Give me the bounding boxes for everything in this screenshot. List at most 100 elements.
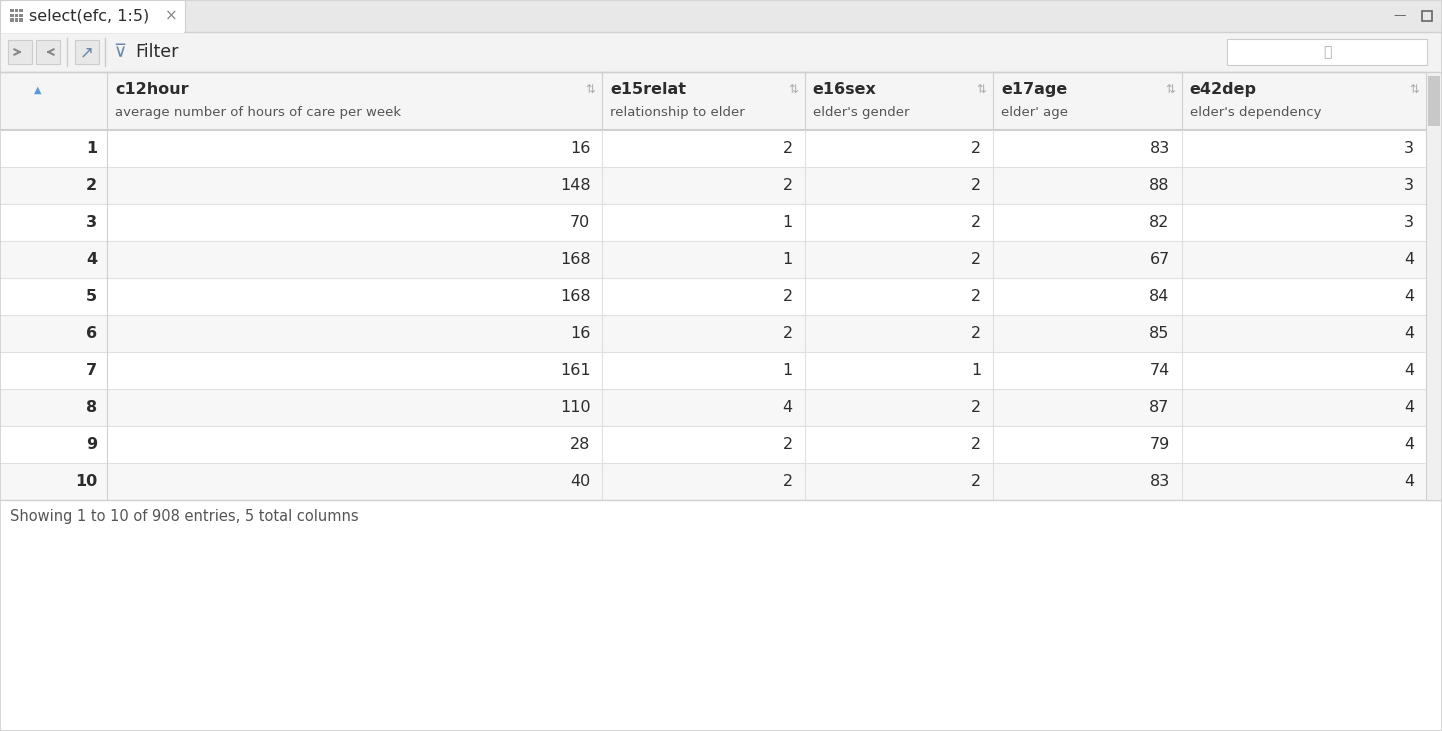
Text: 2: 2 bbox=[970, 141, 982, 156]
Text: 70: 70 bbox=[570, 215, 590, 230]
Text: e17age: e17age bbox=[1001, 82, 1067, 97]
Bar bbox=[1428, 76, 1441, 126]
Bar bbox=[0, 130, 1426, 167]
Bar bbox=[19, 9, 23, 12]
Text: 28: 28 bbox=[570, 437, 590, 452]
Text: 1: 1 bbox=[970, 363, 982, 378]
Text: 2: 2 bbox=[783, 141, 793, 156]
Bar bbox=[0, 204, 1426, 241]
Text: 3: 3 bbox=[1405, 178, 1415, 193]
Text: ⇅: ⇅ bbox=[1165, 83, 1175, 96]
Text: 6: 6 bbox=[87, 326, 97, 341]
Text: 40: 40 bbox=[570, 474, 590, 489]
Text: 2: 2 bbox=[783, 474, 793, 489]
Text: 4: 4 bbox=[1405, 474, 1415, 489]
Bar bbox=[0, 72, 1426, 130]
Bar bbox=[14, 9, 19, 12]
Text: ⇅: ⇅ bbox=[1409, 83, 1419, 96]
Text: 4: 4 bbox=[1405, 252, 1415, 267]
Text: 1: 1 bbox=[87, 141, 97, 156]
Text: 84: 84 bbox=[1149, 289, 1169, 304]
Text: 2: 2 bbox=[783, 326, 793, 341]
Text: e15relat: e15relat bbox=[610, 82, 686, 97]
Bar bbox=[0, 278, 1426, 315]
Text: 83: 83 bbox=[1149, 141, 1169, 156]
Text: 🔍: 🔍 bbox=[1322, 45, 1331, 59]
Bar bbox=[10, 14, 13, 17]
Text: 7: 7 bbox=[87, 363, 97, 378]
Text: 2: 2 bbox=[970, 437, 982, 452]
Text: 9: 9 bbox=[87, 437, 97, 452]
Text: relationship to elder: relationship to elder bbox=[610, 106, 746, 119]
Text: 2: 2 bbox=[970, 326, 982, 341]
Text: 16: 16 bbox=[570, 326, 590, 341]
Text: ×: × bbox=[164, 9, 177, 23]
Text: 88: 88 bbox=[1149, 178, 1169, 193]
Text: 4: 4 bbox=[1405, 289, 1415, 304]
Bar bbox=[1426, 72, 1442, 500]
Text: 1: 1 bbox=[783, 363, 793, 378]
Bar bbox=[9, 40, 32, 64]
Bar bbox=[0, 0, 185, 32]
Text: 4: 4 bbox=[1405, 400, 1415, 415]
Text: 168: 168 bbox=[559, 289, 590, 304]
Text: 74: 74 bbox=[1149, 363, 1169, 378]
Text: 67: 67 bbox=[1149, 252, 1169, 267]
Text: 5: 5 bbox=[87, 289, 97, 304]
Text: 3: 3 bbox=[1405, 215, 1415, 230]
Text: 82: 82 bbox=[1149, 215, 1169, 230]
Bar bbox=[1, 31, 185, 33]
Text: c12hour: c12hour bbox=[115, 82, 189, 97]
Text: 2: 2 bbox=[970, 289, 982, 304]
Text: 1: 1 bbox=[783, 215, 793, 230]
Bar bbox=[0, 241, 1426, 278]
Text: 10: 10 bbox=[75, 474, 97, 489]
Bar bbox=[0, 0, 1442, 32]
Text: ⇅: ⇅ bbox=[585, 83, 596, 96]
Text: 1: 1 bbox=[783, 252, 793, 267]
Bar bbox=[0, 426, 1426, 463]
Text: 87: 87 bbox=[1149, 400, 1169, 415]
Text: 8: 8 bbox=[87, 400, 97, 415]
Bar bbox=[0, 315, 1426, 352]
Text: select(efc, 1:5): select(efc, 1:5) bbox=[29, 9, 150, 23]
Bar bbox=[1422, 11, 1432, 21]
Text: ↗: ↗ bbox=[81, 43, 94, 61]
Text: 168: 168 bbox=[559, 252, 590, 267]
Text: Filter: Filter bbox=[136, 43, 179, 61]
Bar bbox=[0, 463, 1426, 500]
Text: 2: 2 bbox=[970, 400, 982, 415]
Text: 4: 4 bbox=[1405, 326, 1415, 341]
Text: 2: 2 bbox=[87, 178, 97, 193]
Text: 3: 3 bbox=[1405, 141, 1415, 156]
Bar bbox=[19, 18, 23, 22]
Text: elder' age: elder' age bbox=[1001, 106, 1069, 119]
Text: 2: 2 bbox=[970, 474, 982, 489]
Bar bbox=[1227, 39, 1428, 65]
Text: 16: 16 bbox=[570, 141, 590, 156]
Bar bbox=[14, 14, 19, 17]
Text: elder's gender: elder's gender bbox=[813, 106, 910, 119]
Text: e16sex: e16sex bbox=[813, 82, 877, 97]
Text: 79: 79 bbox=[1149, 437, 1169, 452]
Text: 3: 3 bbox=[87, 215, 97, 230]
Bar bbox=[19, 14, 23, 17]
Text: —: — bbox=[1394, 10, 1406, 23]
Text: ▲: ▲ bbox=[33, 84, 42, 94]
Text: 4: 4 bbox=[87, 252, 97, 267]
Text: 161: 161 bbox=[559, 363, 590, 378]
Text: 4: 4 bbox=[1405, 437, 1415, 452]
Bar bbox=[10, 9, 13, 12]
Text: 83: 83 bbox=[1149, 474, 1169, 489]
Text: 2: 2 bbox=[970, 252, 982, 267]
Text: elder's dependency: elder's dependency bbox=[1190, 106, 1321, 119]
Text: ⊽: ⊽ bbox=[114, 43, 127, 61]
Text: 4: 4 bbox=[1405, 363, 1415, 378]
Bar bbox=[0, 500, 1442, 532]
Text: ⇅: ⇅ bbox=[976, 83, 986, 96]
Text: 2: 2 bbox=[783, 289, 793, 304]
Bar bbox=[36, 40, 61, 64]
Text: Showing 1 to 10 of 908 entries, 5 total columns: Showing 1 to 10 of 908 entries, 5 total … bbox=[10, 509, 359, 523]
Bar bbox=[14, 18, 19, 22]
Text: 4: 4 bbox=[783, 400, 793, 415]
